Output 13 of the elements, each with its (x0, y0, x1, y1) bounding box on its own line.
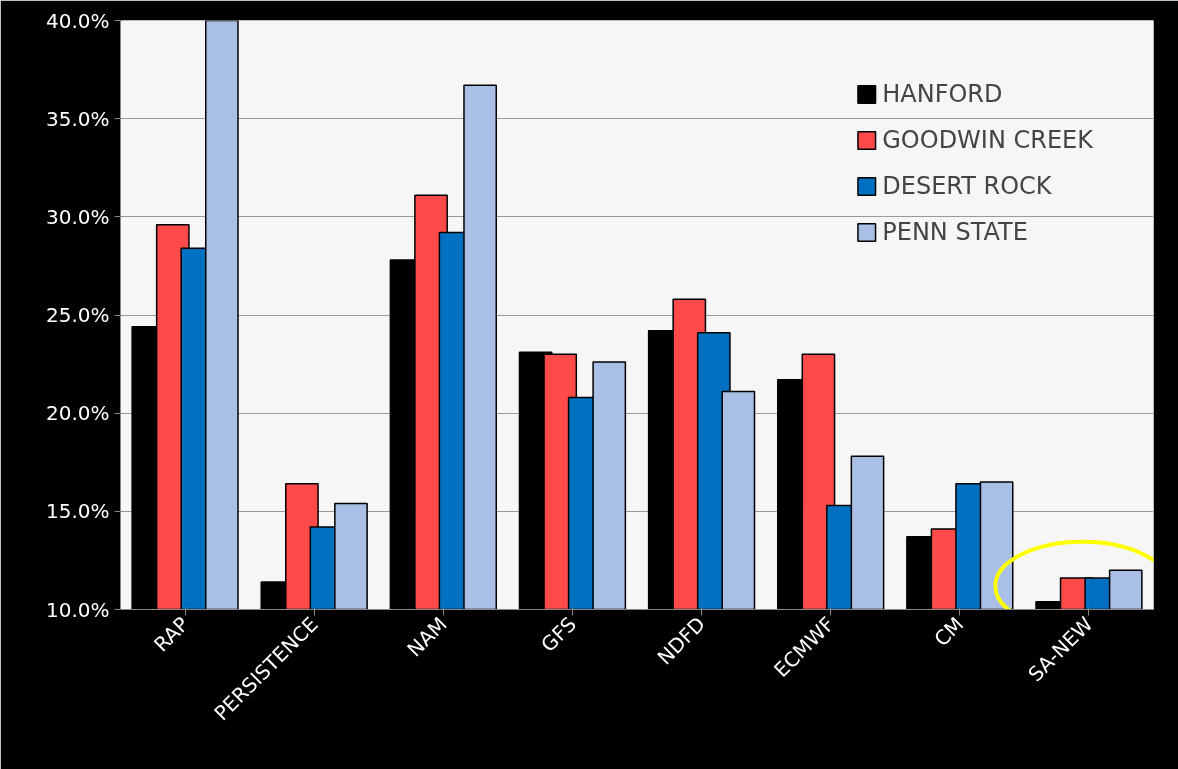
y-tick-label: 40.0% (45, 8, 110, 33)
legend-label: HANFORD (882, 80, 1003, 108)
y-tick-label: 10.0% (45, 597, 110, 622)
y-tick-label: 35.0% (45, 106, 110, 131)
y-tick-label: 15.0% (45, 499, 110, 524)
legend-label: DESERT ROCK (882, 172, 1052, 200)
legend-label: GOODWIN CREEK (882, 126, 1093, 154)
x-tick-label: GFS (536, 612, 581, 657)
y-tick-label: 25.0% (45, 303, 110, 327)
y-tick-label: 20.0% (45, 401, 110, 426)
legend-label: PENN STATE (882, 218, 1028, 246)
y-tick-label: 30.0% (45, 204, 110, 229)
x-tick-label: CM (929, 612, 969, 652)
